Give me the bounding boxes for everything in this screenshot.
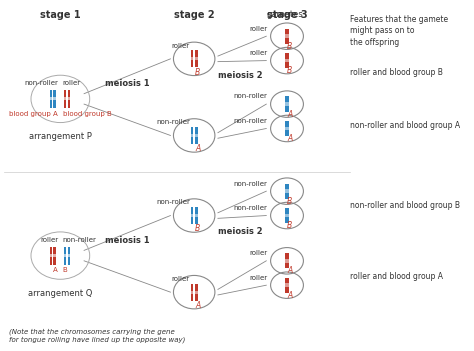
Text: A: A xyxy=(287,291,292,300)
Bar xyxy=(50,254,52,257)
Bar xyxy=(195,51,198,67)
Text: stage 2: stage 2 xyxy=(174,10,215,20)
Bar xyxy=(68,98,70,100)
Text: Features that the gamete
might pass on to
the offspring: Features that the gamete might pass on t… xyxy=(350,15,448,47)
Bar xyxy=(68,254,70,257)
Text: non-roller and blood group B: non-roller and blood group B xyxy=(350,201,460,210)
Bar xyxy=(191,58,193,60)
Bar xyxy=(191,291,193,293)
Bar xyxy=(68,246,70,265)
Bar xyxy=(68,90,70,108)
Text: non-roller: non-roller xyxy=(234,180,268,186)
Bar xyxy=(191,214,193,217)
Text: gametes: gametes xyxy=(266,10,303,19)
Bar xyxy=(195,284,198,300)
Bar xyxy=(64,254,66,257)
Bar xyxy=(195,214,198,217)
Text: arrangement Q: arrangement Q xyxy=(28,289,92,298)
Bar xyxy=(285,190,289,193)
Text: meiosis 2: meiosis 2 xyxy=(219,227,263,237)
Text: B: B xyxy=(287,221,292,230)
Text: roller: roller xyxy=(172,276,190,282)
Bar xyxy=(191,134,193,137)
Bar xyxy=(285,34,289,38)
Bar xyxy=(54,98,56,100)
Bar xyxy=(64,90,66,108)
Text: roller and blood group A: roller and blood group A xyxy=(350,272,443,281)
Text: non-roller: non-roller xyxy=(156,119,190,125)
Bar xyxy=(285,278,289,293)
Text: blood group B: blood group B xyxy=(63,111,111,117)
Text: non-roller: non-roller xyxy=(156,199,190,205)
Text: non-roller: non-roller xyxy=(234,93,268,99)
Bar xyxy=(195,127,198,144)
Bar xyxy=(64,98,66,100)
Text: roller: roller xyxy=(249,26,268,32)
Text: roller: roller xyxy=(249,50,268,56)
Text: non-roller: non-roller xyxy=(234,118,268,124)
Text: meiosis 1: meiosis 1 xyxy=(105,236,150,245)
Text: A: A xyxy=(54,267,58,273)
Text: stage 1: stage 1 xyxy=(40,10,81,20)
Text: A: A xyxy=(287,110,292,119)
Bar xyxy=(191,127,193,144)
Text: A: A xyxy=(195,301,200,310)
Text: B: B xyxy=(287,42,292,51)
Bar xyxy=(285,127,289,130)
Bar xyxy=(285,97,289,112)
Bar xyxy=(195,207,198,224)
Bar xyxy=(285,53,289,68)
Text: non-roller: non-roller xyxy=(24,80,58,86)
Bar xyxy=(285,208,289,223)
Bar xyxy=(54,246,56,265)
Text: (Note that the chromosomes carrying the gene
for tongue rolling have lined up th: (Note that the chromosomes carrying the … xyxy=(9,328,185,343)
Bar xyxy=(285,102,289,106)
Bar xyxy=(285,121,289,136)
Text: B: B xyxy=(63,267,67,273)
Text: blood group A: blood group A xyxy=(9,111,58,117)
Bar xyxy=(54,254,56,257)
Text: arrangement P: arrangement P xyxy=(29,132,92,141)
Bar xyxy=(285,59,289,62)
Text: roller: roller xyxy=(249,250,268,256)
Text: A: A xyxy=(287,134,292,143)
Text: roller: roller xyxy=(40,237,58,243)
Bar xyxy=(285,28,289,44)
Bar xyxy=(54,90,56,108)
Text: A: A xyxy=(287,266,292,276)
Text: B: B xyxy=(195,224,200,233)
Bar xyxy=(50,98,52,100)
Text: A: A xyxy=(195,144,200,153)
Text: non-roller: non-roller xyxy=(234,205,268,211)
Bar xyxy=(285,284,289,287)
Bar xyxy=(285,214,289,217)
Bar xyxy=(50,246,52,265)
Text: B: B xyxy=(287,197,292,206)
Bar xyxy=(285,253,289,269)
Bar xyxy=(50,90,52,108)
Bar xyxy=(195,58,198,60)
Text: roller: roller xyxy=(249,274,268,280)
Bar xyxy=(285,259,289,263)
Bar xyxy=(191,207,193,224)
Bar xyxy=(285,184,289,199)
Text: stage 3: stage 3 xyxy=(267,10,307,20)
Bar xyxy=(191,284,193,300)
Bar xyxy=(195,134,198,137)
Text: roller: roller xyxy=(172,42,190,48)
Bar xyxy=(191,51,193,67)
Text: meiosis 1: meiosis 1 xyxy=(105,79,150,88)
Text: non-roller and blood group A: non-roller and blood group A xyxy=(350,120,460,130)
Text: B: B xyxy=(195,67,200,77)
Text: roller and blood group B: roller and blood group B xyxy=(350,68,443,77)
Bar xyxy=(64,246,66,265)
Bar xyxy=(195,291,198,293)
Text: meiosis 2: meiosis 2 xyxy=(219,71,263,80)
Text: B: B xyxy=(287,66,292,75)
Text: non-roller: non-roller xyxy=(63,237,96,243)
Text: roller: roller xyxy=(63,80,81,86)
